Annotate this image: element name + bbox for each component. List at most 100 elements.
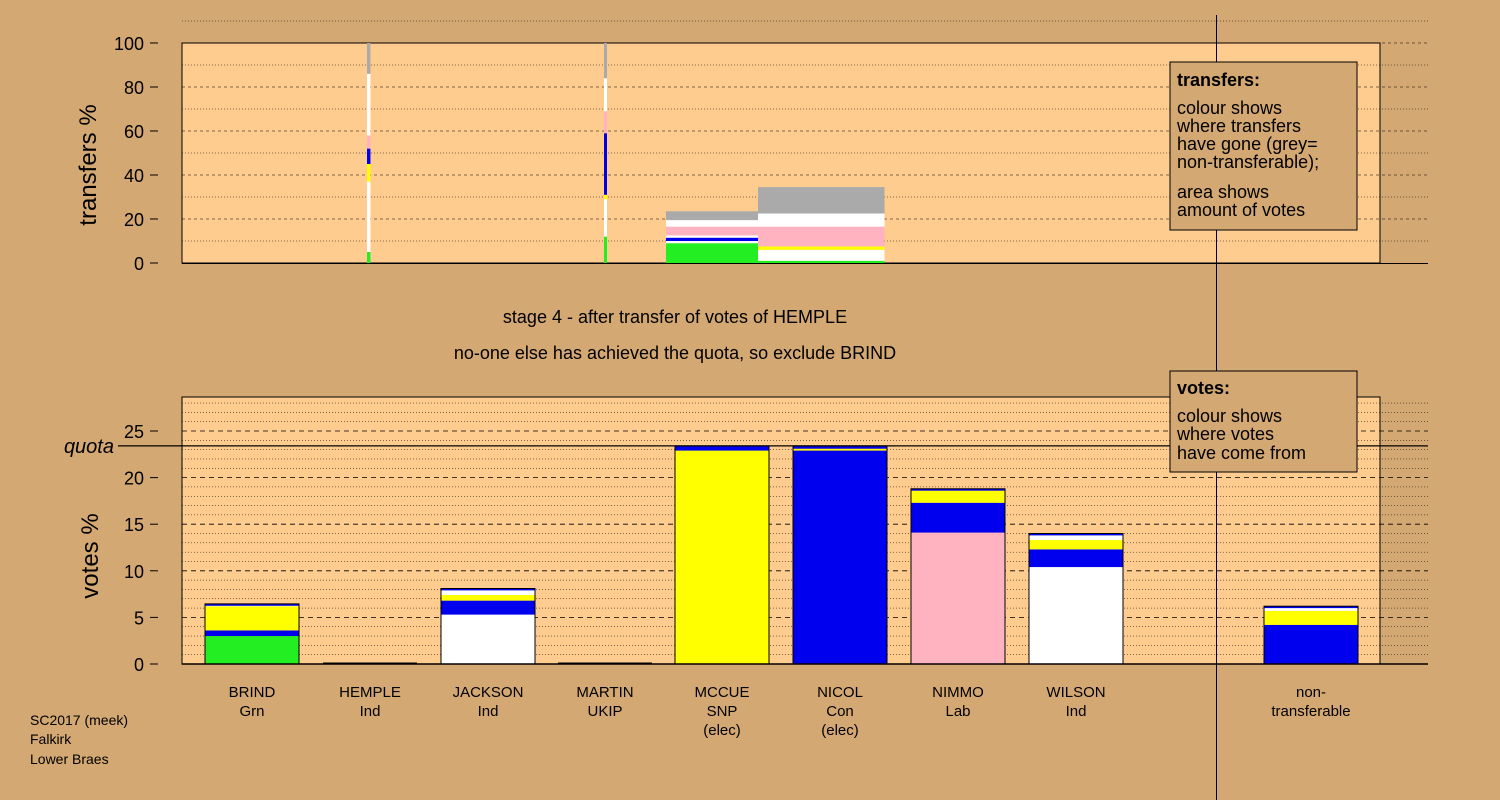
votes-y-tick-label: 25 <box>124 422 144 442</box>
vote-segment-nontransferable <box>1264 624 1358 664</box>
votes-grid <box>182 402 1428 655</box>
votes-bars <box>204 445 1359 665</box>
candidate-label-line: JACKSON <box>453 684 524 701</box>
vote-segment-brind <box>205 603 299 606</box>
vote-segment-nimmo <box>911 488 1005 491</box>
transfers-y-tick-label: 60 <box>124 122 144 142</box>
candidate-label-line: (elec) <box>703 722 741 739</box>
vote-segment-nontransferable <box>1264 606 1358 609</box>
action-status-line: no-one else has achieved the quota, so e… <box>454 343 896 363</box>
transfer-segment-brind <box>367 73 371 136</box>
vote-segment-wilson <box>1029 567 1123 664</box>
vote-segment-jackson <box>441 614 535 664</box>
transfer-segment-brind <box>367 135 371 149</box>
votes-legend-line: where votes <box>1176 424 1274 444</box>
transfer-segment-brind <box>367 148 371 164</box>
votes-y-axis-label: votes % <box>77 513 104 598</box>
vote-segment-nontransferable <box>1264 608 1358 611</box>
candidate-label-line: non- <box>1296 684 1326 701</box>
transfers-legend-line: amount of votes <box>1177 200 1305 220</box>
transfers-legend-line: have gone (grey= <box>1177 134 1318 154</box>
footer-election: SC2017 (meek) <box>30 712 128 728</box>
transfer-segment-wilson <box>758 187 885 214</box>
transfer-segment-jackson <box>666 220 758 227</box>
transfers-legend-line: colour shows <box>1177 98 1282 118</box>
quota-label: quota <box>64 436 114 458</box>
transfer-segment-martin <box>604 133 607 195</box>
candidate-label-line: Ind <box>1066 703 1087 720</box>
candidate-label-line: NICOL <box>817 684 863 701</box>
vote-segment-nicol <box>793 450 887 664</box>
candidate-label-line: Lab <box>945 703 970 720</box>
candidate-label-line: WILSON <box>1046 684 1105 701</box>
candidate-labels: BRIND Grn HEMPLE Ind JACKSON Ind MARTIN UKIP MCC… <box>229 684 1351 739</box>
transfers-legend: transfers: colour shows where transfers … <box>1169 61 1358 231</box>
candidate-label-line: Con <box>826 703 854 720</box>
transfer-segment-brind <box>367 181 371 252</box>
votes-legend: votes: colour shows where votes have com… <box>1169 370 1358 473</box>
transfers-y-tick-label: 80 <box>124 78 144 98</box>
stage-status-line: stage 4 - after transfer of votes of HEM… <box>503 307 847 327</box>
transfers-columns <box>367 43 885 263</box>
votes-legend-line: colour shows <box>1177 406 1282 426</box>
vote-segment-nimmo <box>911 490 1005 503</box>
vote-segment-mccue <box>675 445 769 451</box>
transfer-segment-martin <box>604 43 607 79</box>
votes-y-tick-label: 20 <box>124 469 144 489</box>
candidate-label-line: (elec) <box>821 722 859 739</box>
transfer-segment-jackson <box>666 226 758 236</box>
transfer-segment-martin <box>604 78 607 112</box>
transfer-segment-jackson <box>666 243 758 263</box>
vote-segment-brind <box>205 636 299 664</box>
vote-segment-wilson <box>1029 533 1123 536</box>
vote-segment-nimmo <box>911 532 1005 664</box>
votes-y-ticks: 0 5 10 15 20 25 <box>124 422 158 675</box>
transfer-segment-brind <box>367 43 371 74</box>
footer-ward: Lower Braes <box>30 751 109 767</box>
transfer-segment-jackson <box>666 241 758 244</box>
votes-legend-title: votes: <box>1177 378 1230 398</box>
votes-legend-box <box>1169 370 1358 473</box>
transfer-segment-martin <box>604 236 607 263</box>
transfers-y-ticks: 0 20 40 60 80 100 <box>114 34 158 274</box>
transfer-segment-martin <box>604 194 607 200</box>
transfer-segment-wilson <box>758 226 885 247</box>
transfers-y-tick-label: 20 <box>124 210 144 230</box>
transfer-segment-wilson <box>758 213 885 227</box>
transfers-y-tick-label: 0 <box>134 254 144 274</box>
votes-legend-line: have come from <box>1177 443 1306 463</box>
vote-segment-jackson <box>441 590 535 596</box>
transfers-y-tick-label: 40 <box>124 166 144 186</box>
candidate-label-line: MARTIN <box>576 684 633 701</box>
vote-segment-jackson <box>441 595 535 601</box>
vote-segment-jackson <box>441 600 535 615</box>
transfer-segment-martin <box>604 199 607 237</box>
transfer-segment-wilson <box>758 246 885 250</box>
candidate-label-line: Ind <box>478 703 499 720</box>
vote-segment-nicol <box>793 448 887 451</box>
candidate-label-line: MCCUE <box>695 684 750 701</box>
vote-segment-mccue <box>675 450 769 664</box>
candidate-label-line: transferable <box>1271 703 1350 720</box>
votes-y-tick-label: 10 <box>124 562 144 582</box>
transfer-segment-martin <box>604 111 607 134</box>
candidate-label-line: NIMMO <box>932 684 984 701</box>
transfer-segment-brind <box>367 164 371 182</box>
transfer-segment-wilson <box>758 249 885 261</box>
candidate-label-line: Ind <box>360 703 381 720</box>
vote-segment-nicol <box>793 445 887 449</box>
transfers-y-tick-label: 100 <box>114 34 144 54</box>
transfer-segment-jackson <box>666 237 758 241</box>
transfers-legend-line: area shows <box>1177 182 1269 202</box>
votes-y-tick-label: 5 <box>134 608 144 628</box>
candidate-label-line: SNP <box>707 703 738 720</box>
vote-segment-brind <box>205 606 299 631</box>
votes-y-tick-label: 15 <box>124 515 144 535</box>
transfer-segment-brind <box>367 252 371 263</box>
candidate-label-line: UKIP <box>587 703 622 720</box>
transfers-legend-line: where transfers <box>1176 116 1301 136</box>
transfers-legend-box <box>1169 61 1358 231</box>
vote-segment-brind <box>205 630 299 637</box>
vote-segment-nontransferable <box>1264 610 1358 625</box>
